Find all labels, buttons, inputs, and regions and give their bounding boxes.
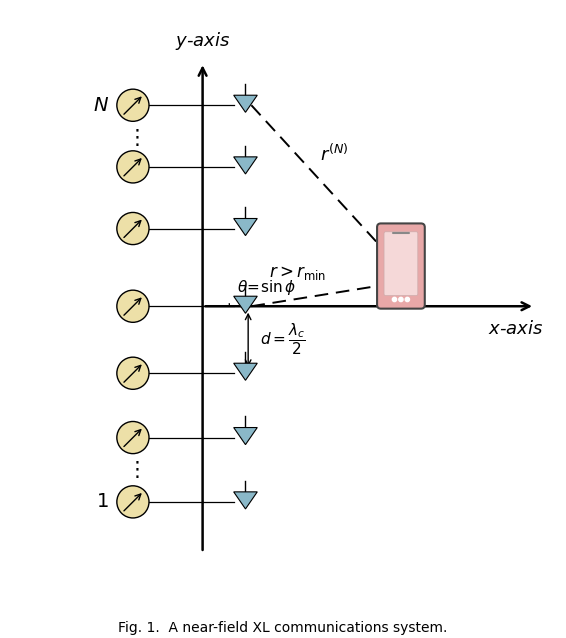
Text: $N$: $N$ [93, 96, 109, 115]
Text: $d = \dfrac{\lambda_c}{2}$: $d = \dfrac{\lambda_c}{2}$ [260, 322, 306, 357]
Text: $\theta\!=\!\sin\phi$: $\theta\!=\!\sin\phi$ [238, 278, 297, 297]
Text: Fig. 1.  A near-field XL communications system.: Fig. 1. A near-field XL communications s… [118, 621, 448, 635]
Polygon shape [234, 492, 258, 509]
Polygon shape [234, 296, 258, 313]
Polygon shape [234, 363, 258, 380]
Circle shape [405, 297, 409, 302]
Circle shape [392, 297, 397, 302]
Circle shape [117, 212, 149, 244]
Text: $r > r_{\mathrm{min}}$: $r > r_{\mathrm{min}}$ [268, 265, 325, 283]
Polygon shape [234, 157, 258, 174]
Circle shape [117, 486, 149, 518]
Text: $\vdots$: $\vdots$ [126, 459, 140, 480]
FancyBboxPatch shape [384, 232, 418, 295]
Text: $x$-axis: $x$-axis [488, 320, 543, 338]
Circle shape [117, 290, 149, 322]
Text: $1$: $1$ [96, 493, 109, 512]
Text: $\vdots$: $\vdots$ [126, 127, 140, 148]
Polygon shape [234, 218, 258, 235]
Circle shape [117, 151, 149, 183]
Circle shape [117, 89, 149, 121]
Circle shape [117, 357, 149, 389]
Polygon shape [234, 95, 258, 112]
Circle shape [399, 297, 403, 302]
Text: $y$-axis: $y$-axis [175, 29, 230, 52]
Circle shape [117, 422, 149, 454]
FancyBboxPatch shape [377, 223, 424, 309]
Text: $r^{(N)}$: $r^{(N)}$ [320, 144, 349, 165]
Polygon shape [234, 427, 258, 445]
